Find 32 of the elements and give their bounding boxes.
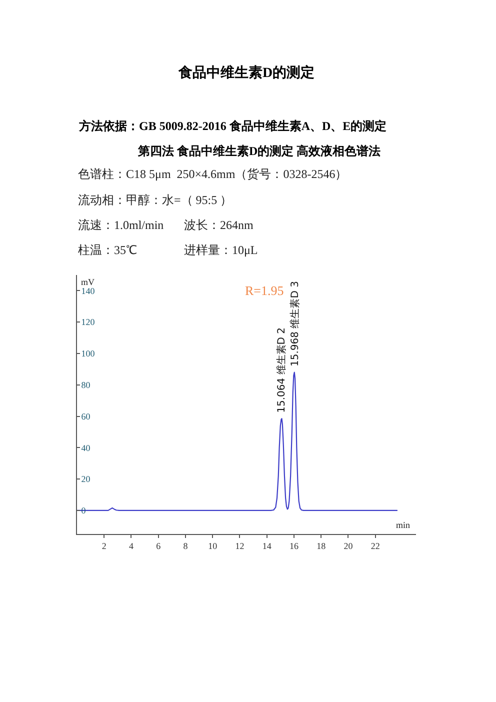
x-tick-label: 4 xyxy=(128,540,134,551)
text: 色谱柱：C18 5μm 250×4.6mm（货号：0328-2546） xyxy=(78,167,348,181)
text: 流速：1.0ml/min xyxy=(78,218,164,232)
text: 柱温：35℃ xyxy=(78,243,137,257)
annotation: 15.064 维生素D 2 xyxy=(276,327,288,413)
x-tick-label: 12 xyxy=(235,540,244,551)
x-tick-label: 20 xyxy=(344,540,354,551)
x-tick-label: 2 xyxy=(102,540,106,551)
y-tick-label: 140 xyxy=(81,286,96,296)
x-tick-label: 6 xyxy=(156,540,162,551)
x-tick-label: 14 xyxy=(262,540,272,551)
chart-title: 食品中维生素D的测定 xyxy=(177,64,315,81)
text: 流动相：甲醇：水=（ 95:5 ） xyxy=(78,193,232,207)
y-tick-label: 60 xyxy=(81,411,91,422)
y-tick-label: 40 xyxy=(81,442,91,453)
y-tick-label: 100 xyxy=(81,348,96,359)
y-axis-title: mV xyxy=(81,277,95,287)
annotation: 15.968 维生素D 3 xyxy=(288,281,301,366)
chart-subtitle: 方法依据：GB 5009.82-2016 食品中维生素A、D、E的测定 xyxy=(78,119,387,133)
annotation: R=1.95 xyxy=(245,283,284,298)
y-tick-label: 80 xyxy=(81,380,91,390)
text: 进样量：10μL xyxy=(184,243,258,257)
x-tick-label: 8 xyxy=(183,540,188,551)
x-axis-title: min xyxy=(396,520,410,530)
y-tick-label: 20 xyxy=(81,474,91,484)
x-tick-label: 22 xyxy=(370,540,380,551)
text: 波长：264nm xyxy=(184,218,254,232)
y-tick-label: 120 xyxy=(81,317,96,328)
x-tick-label: 16 xyxy=(289,540,299,551)
x-tick-label: 18 xyxy=(316,540,326,551)
x-tick-label: 10 xyxy=(208,540,218,551)
text: 第四法 食品中维生素D的测定 高效液相色谱法 xyxy=(137,144,381,158)
